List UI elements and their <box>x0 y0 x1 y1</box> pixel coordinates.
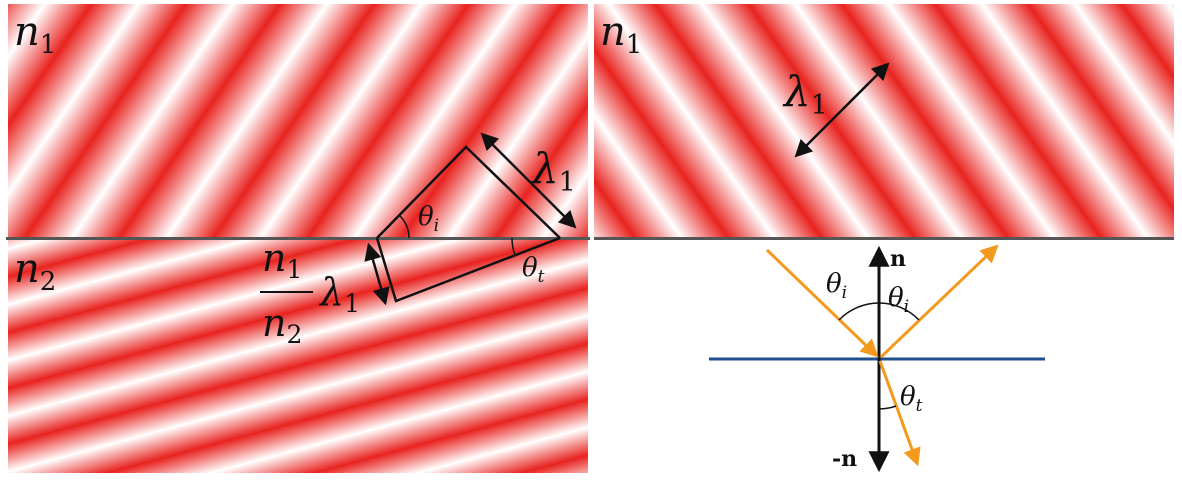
symbol: θ <box>418 202 434 232</box>
incident-ray <box>765 248 879 358</box>
transmitted-ray <box>878 360 921 467</box>
symbol: θ <box>888 283 904 313</box>
incident-angle-arc-right <box>838 302 880 321</box>
angle-label-theta-t-right: θt <box>900 382 923 416</box>
symbol: λ <box>530 144 559 193</box>
angle-label-theta-t-left: θt <box>522 253 545 287</box>
fraction-lambda: λ1 <box>318 270 360 318</box>
wavelength-label-top: λ1 <box>530 144 576 198</box>
medium-label-n1-right: n1 <box>600 9 642 60</box>
subscript: t <box>538 267 545 287</box>
symbol: n <box>600 9 626 55</box>
angle-label-theta-i-reflected: θi <box>888 283 909 317</box>
reflected-ray <box>879 244 999 359</box>
medium-label-n2-left: n2 <box>14 246 56 297</box>
subscript: 1 <box>811 90 828 121</box>
transmitted-wave-field <box>8 239 588 473</box>
wavelength-arrow-right <box>794 62 890 158</box>
fraction-denominator: n2 <box>262 301 302 349</box>
incident-angle-arc <box>398 214 410 239</box>
angle-label-theta-i-left: θi <box>418 202 439 236</box>
incident-wave-field <box>8 4 588 238</box>
symbol: n <box>262 301 286 345</box>
subscript: i <box>842 283 847 303</box>
medium-label-n1-left: n1 <box>14 9 56 60</box>
symbol: θ <box>900 382 916 412</box>
angle-label-theta-i-incident: θi <box>826 269 847 303</box>
symbol: λ <box>318 270 344 314</box>
right-wave-field <box>594 4 1174 238</box>
subscript: 1 <box>40 30 57 60</box>
transmitted-angle-arc <box>511 237 516 256</box>
symbol: θ <box>826 269 842 299</box>
right-panel: n1 λ1 n -n θi θi θt <box>594 4 1174 473</box>
subscript: 1 <box>344 289 360 318</box>
symbol: λ <box>782 67 811 116</box>
symbol: n <box>14 246 40 292</box>
subscript: 1 <box>626 30 643 60</box>
subscript: 1 <box>286 255 302 284</box>
symbol: n <box>262 236 286 280</box>
normal-label-down: -n <box>832 446 857 472</box>
subscript: t <box>916 396 923 416</box>
symbol: n <box>14 9 40 55</box>
subscript: 2 <box>286 320 302 349</box>
subscript: i <box>904 297 909 317</box>
symbol: θ <box>522 253 538 283</box>
subscript: 1 <box>559 167 576 198</box>
wavelength-arrow-bottom <box>364 242 390 306</box>
left-panel: n1 n2 θi θt λ1 n1 n2 <box>6 4 590 473</box>
wavelength-label-bottom: n1 n2 λ1 <box>260 236 360 349</box>
fraction-numerator: n1 <box>262 236 302 284</box>
subscript: i <box>434 216 439 236</box>
transmitted-angle-arc-right <box>878 405 897 410</box>
reflected-angle-arc-right <box>878 302 920 321</box>
wavelength-label-right: λ1 <box>782 67 828 121</box>
subscript: 2 <box>40 267 57 297</box>
normal-label-up: n <box>890 246 906 272</box>
wavelength-arrow-top <box>480 132 577 229</box>
